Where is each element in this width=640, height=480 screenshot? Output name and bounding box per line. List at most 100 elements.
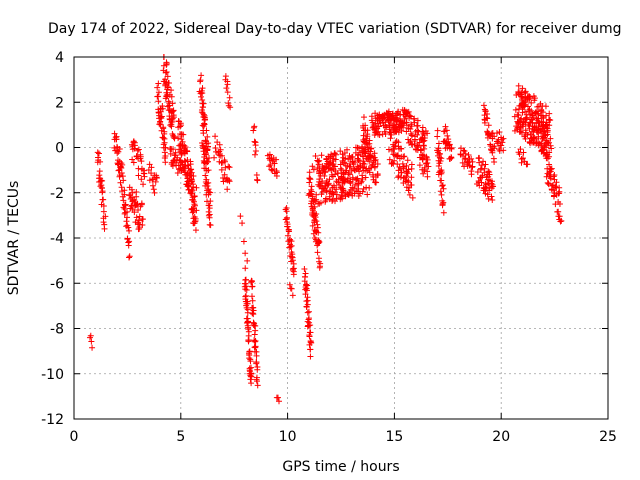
data-point — [178, 159, 185, 166]
data-point — [212, 133, 219, 140]
data-point — [285, 226, 292, 233]
data-point — [416, 162, 423, 169]
data-point — [519, 155, 526, 162]
data-point — [155, 80, 162, 87]
data-point — [435, 140, 442, 147]
data-point — [519, 121, 526, 128]
data-point — [160, 125, 167, 132]
data-point — [124, 208, 131, 215]
data-point — [182, 144, 189, 151]
data-point — [440, 199, 447, 206]
data-point — [202, 145, 209, 152]
data-point — [309, 193, 316, 200]
data-point — [379, 131, 386, 138]
data-point — [125, 224, 132, 231]
data-point — [167, 150, 174, 157]
data-point — [329, 189, 336, 196]
data-point — [284, 232, 291, 239]
data-point — [375, 123, 382, 130]
data-point — [415, 142, 422, 149]
data-point — [355, 185, 362, 192]
data-point — [468, 171, 475, 178]
data-point — [438, 177, 445, 184]
data-point — [170, 112, 177, 119]
data-point — [366, 137, 373, 144]
data-point — [301, 266, 308, 273]
data-point — [170, 132, 177, 139]
data-point — [87, 332, 94, 339]
data-point — [308, 188, 315, 195]
data-point — [485, 168, 492, 175]
data-point — [314, 224, 321, 231]
data-point — [388, 115, 395, 122]
data-point — [266, 163, 273, 170]
y-tick-label: -10 — [41, 367, 64, 383]
data-point — [545, 116, 552, 123]
data-point — [498, 142, 505, 149]
data-point — [403, 162, 410, 169]
data-point — [516, 125, 523, 132]
data-point — [145, 167, 152, 173]
data-point — [341, 149, 348, 156]
data-point — [128, 186, 135, 193]
data-point — [162, 144, 169, 151]
data-point — [437, 157, 444, 164]
data-point — [315, 161, 322, 168]
data-point — [244, 257, 251, 264]
data-point — [206, 214, 213, 221]
data-point — [135, 206, 142, 213]
data-point — [355, 180, 362, 187]
data-point — [122, 201, 129, 208]
data-point — [407, 121, 414, 128]
data-point — [544, 139, 551, 146]
data-point — [222, 164, 229, 171]
data-point — [88, 338, 95, 345]
data-point — [336, 181, 343, 188]
data-point — [89, 344, 96, 351]
data-point — [148, 170, 155, 177]
data-point — [404, 157, 411, 164]
data-point — [383, 114, 390, 121]
data-point — [373, 179, 380, 186]
data-point — [313, 191, 320, 198]
data-point — [316, 167, 323, 174]
data-point — [138, 158, 145, 165]
data-point — [198, 107, 205, 114]
data-point — [254, 177, 261, 184]
data-point — [322, 195, 329, 202]
data-point — [289, 254, 296, 261]
data-point — [251, 138, 258, 145]
data-point — [319, 163, 326, 170]
data-point — [250, 307, 257, 314]
data-point — [519, 85, 526, 92]
data-point — [200, 130, 207, 137]
data-point — [309, 222, 316, 229]
data-point — [392, 128, 399, 135]
data-point — [253, 359, 260, 366]
data-point — [448, 145, 455, 152]
data-point — [150, 176, 157, 183]
data-point — [184, 148, 191, 155]
data-point — [421, 131, 428, 138]
data-point — [517, 146, 524, 153]
data-point — [484, 191, 491, 198]
data-point — [462, 155, 469, 162]
data-point — [199, 90, 206, 97]
data-point — [190, 183, 197, 190]
data-point — [189, 206, 196, 213]
data-point — [247, 358, 254, 365]
data-point — [253, 352, 260, 359]
data-point — [387, 135, 394, 142]
data-point — [523, 114, 530, 121]
data-point — [323, 187, 330, 194]
data-point — [558, 217, 565, 224]
data-point — [217, 146, 224, 153]
data-point — [329, 196, 336, 203]
data-point — [398, 169, 405, 176]
data-point — [239, 220, 246, 227]
data-point — [170, 146, 177, 153]
data-point — [329, 197, 336, 204]
data-point — [337, 148, 344, 155]
data-point — [484, 115, 491, 122]
